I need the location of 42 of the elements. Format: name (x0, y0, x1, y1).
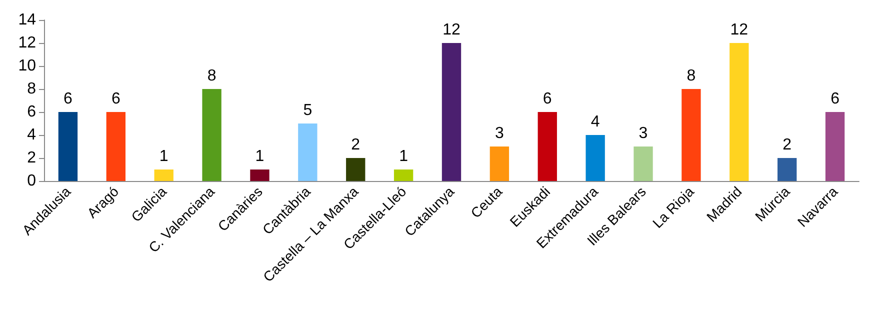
bar (58, 112, 78, 181)
data-label: 1 (159, 148, 168, 165)
data-label: 3 (638, 125, 648, 142)
y-tick-label: 12 (18, 34, 36, 52)
y-tick-label: 0 (27, 172, 36, 190)
bar (586, 135, 605, 181)
data-label: 8 (686, 68, 696, 84)
bar (490, 146, 510, 181)
y-tick-label: 8 (27, 80, 36, 98)
bar (778, 158, 797, 181)
bar (394, 170, 414, 181)
data-label: 6 (64, 90, 73, 108)
data-label: 8 (207, 68, 216, 84)
bar (682, 89, 701, 181)
bar (346, 158, 366, 181)
data-label: 6 (111, 90, 120, 108)
data-label: 3 (494, 125, 504, 142)
bar (202, 89, 222, 181)
bar (298, 124, 318, 181)
data-label: 5 (303, 102, 312, 119)
y-tick-label: 14 (18, 12, 36, 28)
data-label: 2 (782, 136, 792, 154)
data-label: 12 (442, 22, 460, 38)
y-tick-label: 10 (18, 58, 36, 74)
data-label: 1 (399, 148, 408, 165)
y-tick-label: 4 (27, 126, 36, 144)
data-label: 2 (351, 136, 360, 154)
bar (250, 170, 270, 181)
bar (730, 43, 749, 181)
bar (825, 112, 845, 181)
bar (106, 112, 126, 181)
data-label: 12 (730, 22, 748, 38)
y-tick-label: 2 (27, 150, 36, 166)
bar (154, 170, 174, 181)
y-tick-label: 6 (27, 104, 36, 120)
bar (634, 146, 653, 181)
data-label: 6 (542, 90, 552, 108)
bar (538, 112, 557, 181)
bar (442, 43, 462, 181)
data-label: 6 (830, 90, 840, 108)
data-label: 1 (255, 148, 264, 165)
data-label: 4 (590, 114, 600, 130)
